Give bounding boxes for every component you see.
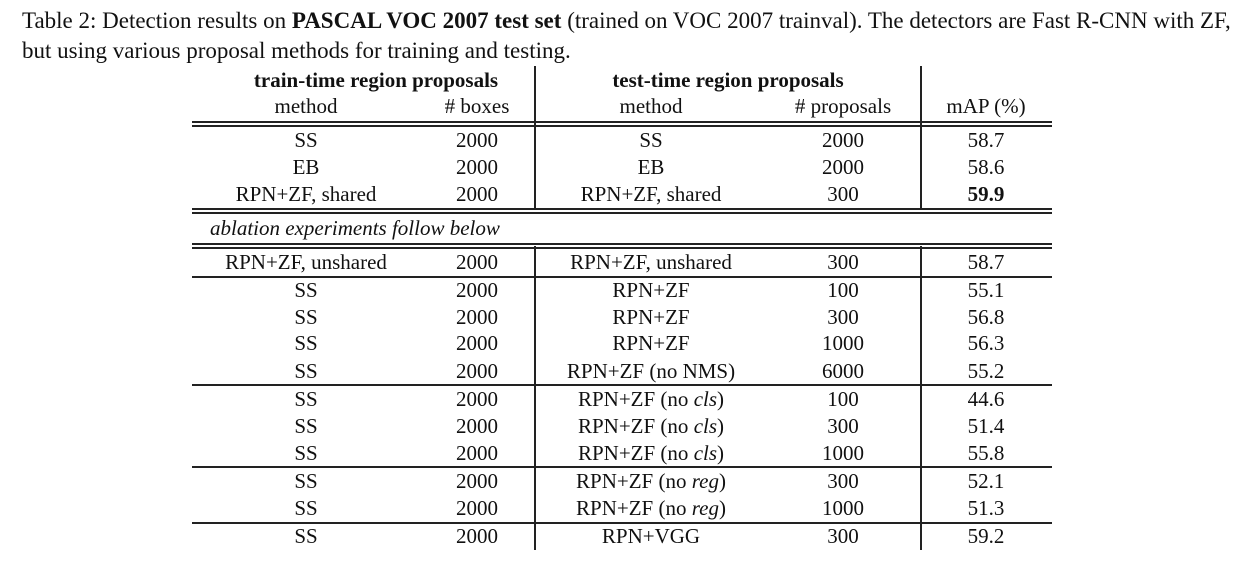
cell-test-method: EB — [637, 155, 665, 179]
cell-map: 55.2 — [967, 359, 1005, 383]
row-rule — [192, 276, 1052, 278]
cell-test-method: RPN+ZF (no reg) — [576, 496, 726, 520]
cell-boxes: 2000 — [456, 128, 498, 152]
header-test-method: method — [619, 94, 683, 118]
cell-map: 56.8 — [967, 305, 1005, 329]
cell-test-method: RPN+ZF — [612, 305, 690, 329]
cell-map: 52.1 — [967, 469, 1005, 493]
cell-train-method: SS — [294, 331, 318, 355]
vrule-test-map-bottom — [920, 246, 922, 550]
cell-proposals: 300 — [827, 414, 859, 438]
cell-proposals: 100 — [827, 278, 859, 302]
cell-map: 55.8 — [967, 441, 1005, 465]
cell-map: 59.9 — [967, 182, 1005, 206]
header-proposals: # proposals — [794, 94, 892, 118]
cell-train-method: SS — [294, 305, 318, 329]
cell-proposals: 300 — [827, 469, 859, 493]
cell-proposals: 6000 — [822, 359, 864, 383]
caption-bold: PASCAL VOC 2007 test set — [291, 8, 562, 33]
header-double-rule-top — [192, 121, 1052, 123]
cell-proposals: 2000 — [822, 128, 864, 152]
section-rule-bottom — [192, 212, 1052, 214]
header-group-test: test-time region proposals — [612, 68, 844, 92]
cell-boxes: 2000 — [456, 331, 498, 355]
cell-proposals: 1000 — [822, 331, 864, 355]
cell-proposals: 1000 — [822, 441, 864, 465]
cell-boxes: 2000 — [456, 387, 498, 411]
cell-train-method: SS — [294, 359, 318, 383]
header-double-rule-bottom — [192, 125, 1052, 127]
cell-test-method: RPN+ZF, shared — [580, 182, 722, 206]
cell-test-method: RPN+ZF — [612, 278, 690, 302]
table-caption: Table 2: Detection results on PASCAL VOC… — [22, 6, 1234, 66]
group-rule-2 — [192, 466, 1052, 468]
cell-map: 51.4 — [967, 414, 1005, 438]
cell-train-method: SS — [294, 524, 318, 548]
section-rule-top-2 — [192, 243, 1052, 245]
cell-boxes: 2000 — [456, 414, 498, 438]
cell-train-method: SS — [294, 414, 318, 438]
cell-boxes: 2000 — [456, 278, 498, 302]
cell-proposals: 300 — [827, 524, 859, 548]
caption-suffix: (trained on VOC 2007 trainval). The dete… — [22, 8, 1231, 63]
cell-test-method: RPN+ZF (no cls) — [577, 441, 725, 465]
section-rule-top — [192, 208, 1052, 210]
vrule-train-test-bottom — [534, 246, 536, 550]
cell-map: 44.6 — [967, 387, 1005, 411]
cell-proposals: 1000 — [822, 496, 864, 520]
cell-test-method: RPN+ZF (no NMS) — [566, 359, 736, 383]
cell-map: 59.2 — [967, 524, 1005, 548]
cell-train-method: SS — [294, 387, 318, 411]
cell-test-method: RPN+ZF (no cls) — [577, 414, 725, 438]
caption-prefix: Table 2: Detection results on — [22, 8, 292, 33]
cell-test-method: RPN+ZF — [612, 331, 690, 355]
group-rule-3 — [192, 522, 1052, 524]
cell-proposals: 300 — [827, 305, 859, 329]
cell-map: 55.1 — [967, 278, 1005, 302]
cell-proposals: 2000 — [822, 155, 864, 179]
cell-boxes: 2000 — [456, 496, 498, 520]
cell-boxes: 2000 — [456, 155, 498, 179]
cell-train-method: SS — [294, 441, 318, 465]
cell-test-method: RPN+VGG — [601, 524, 701, 548]
cell-test-method: RPN+ZF, unshared — [570, 250, 732, 274]
header-boxes: # boxes — [444, 94, 510, 118]
cell-boxes: 2000 — [456, 524, 498, 548]
cell-train-method: SS — [294, 278, 318, 302]
group-rule-1 — [192, 384, 1052, 386]
cell-test-method: RPN+ZF (no cls) — [577, 387, 725, 411]
vrule-train-test-top — [534, 66, 536, 209]
cell-boxes: 2000 — [456, 250, 498, 274]
header-group-train: train-time region proposals — [253, 68, 499, 92]
cell-boxes: 2000 — [456, 182, 498, 206]
cell-train-method: SS — [294, 128, 318, 152]
cell-boxes: 2000 — [456, 305, 498, 329]
cell-proposals: 300 — [827, 182, 859, 206]
cell-train-method: SS — [294, 496, 318, 520]
cell-proposals: 300 — [827, 250, 859, 274]
cell-proposals: 100 — [827, 387, 859, 411]
cell-train-method: RPN+ZF, unshared — [225, 250, 387, 274]
cell-test-method: SS — [639, 128, 663, 152]
cell-map: 51.3 — [967, 496, 1005, 520]
header-map: mAP (%) — [946, 94, 1026, 118]
vrule-test-map-top — [920, 66, 922, 209]
cell-map: 56.3 — [967, 331, 1005, 355]
cell-train-method: EB — [292, 155, 320, 179]
cell-map: 58.7 — [967, 128, 1005, 152]
cell-boxes: 2000 — [456, 359, 498, 383]
cell-train-method: SS — [294, 469, 318, 493]
cell-map: 58.7 — [967, 250, 1005, 274]
cell-map: 58.6 — [967, 155, 1005, 179]
section-rule-bottom-2 — [192, 247, 1052, 249]
ablation-note: ablation experiments follow below — [210, 216, 500, 240]
cell-train-method: RPN+ZF, shared — [235, 182, 377, 206]
cell-boxes: 2000 — [456, 469, 498, 493]
header-train-method: method — [274, 94, 338, 118]
cell-test-method: RPN+ZF (no reg) — [576, 469, 726, 493]
cell-boxes: 2000 — [456, 441, 498, 465]
